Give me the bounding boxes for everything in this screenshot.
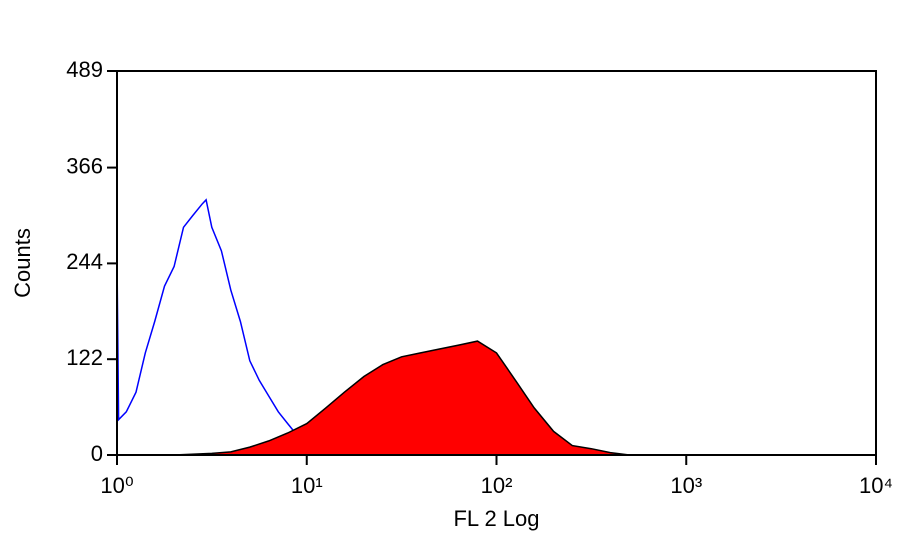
x-tick-label: 10³ — [670, 473, 702, 498]
x-tick-label: 10² — [481, 473, 513, 498]
y-tick-label: 489 — [66, 57, 103, 82]
x-tick-label: 10¹ — [291, 473, 323, 498]
y-tick-label: 0 — [91, 441, 103, 466]
y-tick-label: 366 — [66, 153, 103, 178]
x-tick-label: 10⁴ — [859, 473, 893, 498]
y-axis-label: Counts — [10, 228, 35, 298]
x-axis-label: FL 2 Log — [453, 506, 539, 531]
histogram-area — [174, 340, 630, 456]
x-tick-label: 10⁰ — [100, 473, 133, 498]
y-tick-label: 122 — [66, 345, 103, 370]
y-tick-label: 244 — [66, 249, 103, 274]
